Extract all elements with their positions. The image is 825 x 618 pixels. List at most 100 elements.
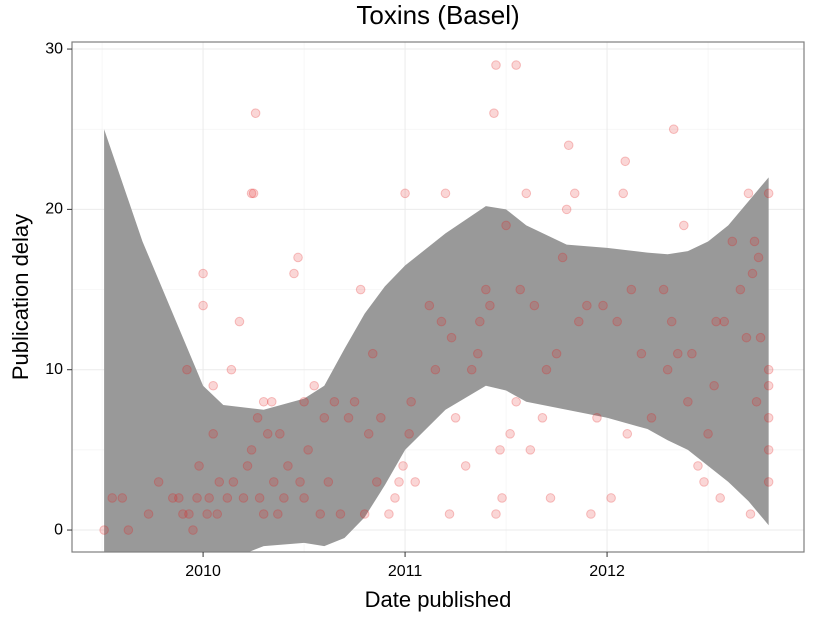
point [573,316,584,327]
point [511,396,521,407]
point [279,493,289,503]
point [384,509,394,519]
point [743,188,754,199]
point [192,493,202,503]
point [293,252,303,263]
point [258,396,269,407]
point [525,445,536,455]
point [444,509,455,519]
point [289,268,299,279]
point [376,413,386,423]
point [295,477,305,487]
point [485,300,495,311]
point [481,284,491,295]
point [711,316,721,327]
point [273,509,283,519]
point [511,60,521,70]
point [194,461,204,471]
point [299,396,309,407]
point [184,509,194,519]
point [198,300,208,311]
y-tick-label: 0 [54,521,63,538]
point [515,284,526,295]
point [727,236,738,247]
point [226,364,237,375]
point [430,364,441,375]
point [254,493,265,503]
point [406,396,416,407]
point [178,509,188,519]
point [212,509,223,519]
point [238,493,249,503]
point [446,332,457,343]
point [501,220,511,231]
point [569,188,580,199]
point [299,493,309,503]
point [693,461,703,471]
y-tick-label: 20 [45,201,63,218]
point [335,509,346,519]
point [343,413,354,423]
point [551,348,562,359]
point [763,477,774,487]
x-tick-label: 2012 [589,563,625,580]
point [371,477,382,487]
point [258,509,269,519]
point [349,396,360,407]
point [266,396,277,407]
point [394,477,404,487]
point [424,300,435,311]
point [234,316,245,327]
point [153,477,164,487]
point [466,364,477,375]
point [763,364,774,375]
point [529,300,540,311]
point [620,156,631,167]
point [747,268,758,279]
point [242,461,253,471]
point [495,445,505,455]
point [699,477,709,487]
point [188,525,198,535]
point [735,284,746,295]
point [715,493,725,503]
point [658,284,669,295]
point [563,140,574,151]
point [228,477,239,487]
point [646,413,657,423]
point [521,188,532,199]
point [636,348,647,359]
point [436,316,447,327]
point [592,413,602,423]
point [751,396,762,407]
point [606,493,616,503]
point [475,316,485,327]
point [315,509,326,519]
point [202,509,212,519]
point [703,429,713,439]
point [404,429,414,439]
point [749,236,760,247]
point [582,300,592,311]
point [618,188,629,199]
point [143,509,154,519]
point [248,188,259,199]
point [672,348,683,359]
point [246,188,257,199]
point [182,364,192,375]
point [763,445,774,455]
point [390,493,400,503]
point [753,252,764,263]
point [367,348,378,359]
point [586,509,596,519]
point [472,348,483,359]
point [275,429,285,439]
y-tick-label: 30 [45,40,63,57]
point [319,413,330,423]
axes: 2010 2011 2012 0 10 20 30 [45,40,625,580]
point [250,108,261,118]
point [537,413,548,423]
x-tick-label: 2010 [185,563,221,580]
point [398,461,408,471]
